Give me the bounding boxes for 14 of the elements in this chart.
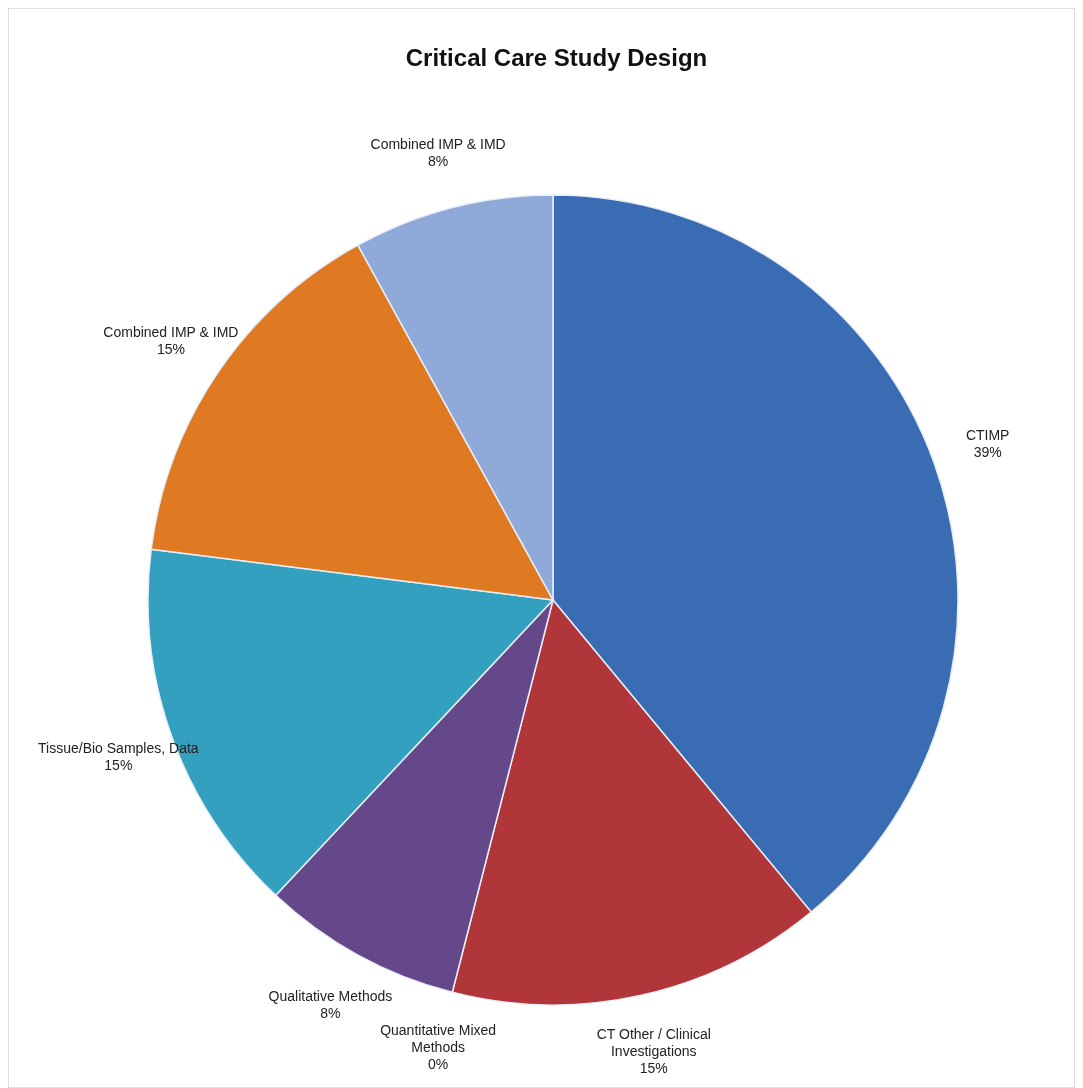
category-label: Quantitative Mixed Methods <box>380 1022 497 1056</box>
slice-label: CT Other / Clinical Investigations <box>596 1025 711 1059</box>
data-label: 39% <box>973 444 1002 460</box>
chart-title: Critical Care Study Design <box>405 44 708 71</box>
slice-label: Qualitative Methods <box>268 988 393 1005</box>
slice-label: Combined IMP & IMD <box>103 323 239 340</box>
data-label: 8% <box>320 1005 341 1022</box>
data-label: 15% <box>104 757 133 773</box>
data-label: 15% <box>639 1059 668 1076</box>
slice-label: CTIMP <box>965 427 1010 443</box>
data-label: 8% <box>427 153 449 170</box>
slice-label: Combined IMP & IMD <box>370 136 506 153</box>
text: 0% <box>427 1056 449 1073</box>
data-label: 15% <box>156 340 185 357</box>
